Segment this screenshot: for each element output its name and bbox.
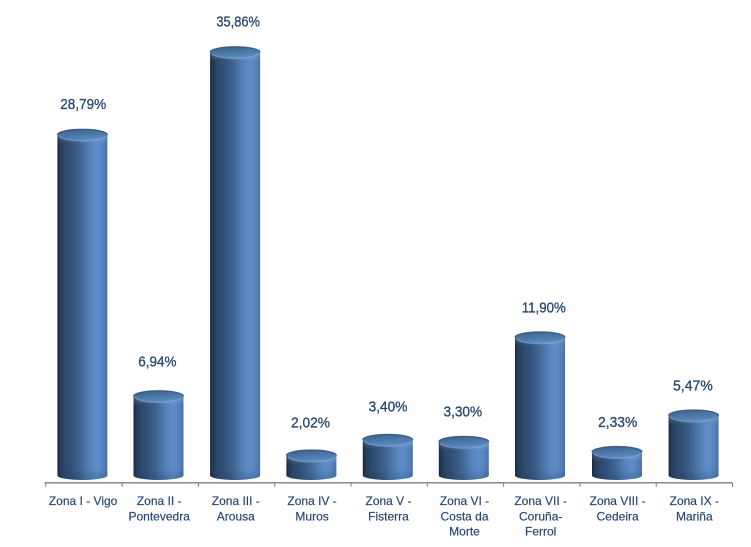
svg-text:Ferrol: Ferrol [525, 525, 556, 539]
svg-text:Zona VII -: Zona VII - [514, 494, 567, 508]
svg-text:Zona III -: Zona III - [212, 494, 260, 508]
svg-text:Pontevedra: Pontevedra [129, 509, 191, 523]
svg-text:Arousa: Arousa [217, 509, 255, 523]
svg-text:Zona VIII -: Zona VIII - [590, 494, 646, 508]
svg-text:Zona VI -: Zona VI - [440, 494, 489, 508]
svg-text:Morte: Morte [449, 525, 480, 539]
svg-text:Costa da: Costa da [440, 509, 488, 523]
svg-text:Mariña: Mariña [676, 509, 713, 523]
svg-text:Fisterra: Fisterra [368, 509, 409, 523]
svg-text:28,79%: 28,79% [60, 97, 106, 113]
svg-text:5,47%: 5,47% [673, 378, 713, 394]
svg-text:Coruña-: Coruña- [519, 509, 562, 523]
svg-text:Muros: Muros [295, 509, 328, 523]
svg-text:Zona V -: Zona V - [365, 494, 411, 508]
svg-text:Zona IX -: Zona IX - [670, 494, 719, 508]
svg-text:2,02%: 2,02% [291, 415, 330, 431]
svg-text:Cedeira: Cedeira [597, 509, 639, 523]
svg-text:2,33%: 2,33% [598, 415, 637, 431]
svg-text:35,86%: 35,86% [216, 14, 260, 30]
svg-text:6,94%: 6,94% [138, 355, 176, 371]
svg-text:Zona IV -: Zona IV - [287, 494, 336, 508]
svg-text:Zona II -: Zona II - [137, 494, 182, 508]
svg-text:3,40%: 3,40% [369, 399, 408, 415]
svg-text:3,30%: 3,30% [444, 404, 483, 420]
svg-text:11,90%: 11,90% [522, 300, 566, 316]
svg-text:Zona I - Vigo: Zona I - Vigo [49, 494, 118, 508]
